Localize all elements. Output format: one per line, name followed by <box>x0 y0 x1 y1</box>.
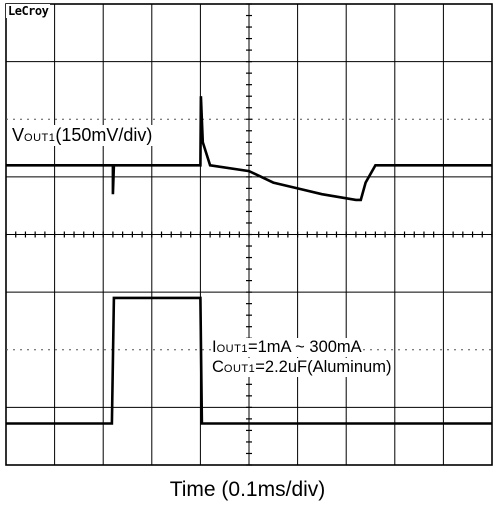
vout1-scale-label: VOUT1(150mV/div) <box>10 125 155 146</box>
lecroy-brand-logo: LeCroy <box>6 4 51 18</box>
iout1-range-annotation: IOUT1=1mA ~ 300mA <box>212 338 362 357</box>
vout1-trace <box>6 96 492 202</box>
iout1-trace <box>6 296 492 425</box>
x-axis-caption: Time (0.1ms/div) <box>169 478 326 501</box>
graticule <box>5 3 493 466</box>
oscilloscope-screen <box>5 3 493 466</box>
waveforms <box>6 96 492 425</box>
cout1-annotation: COUT1=2.2uF(Aluminum) <box>212 358 392 377</box>
